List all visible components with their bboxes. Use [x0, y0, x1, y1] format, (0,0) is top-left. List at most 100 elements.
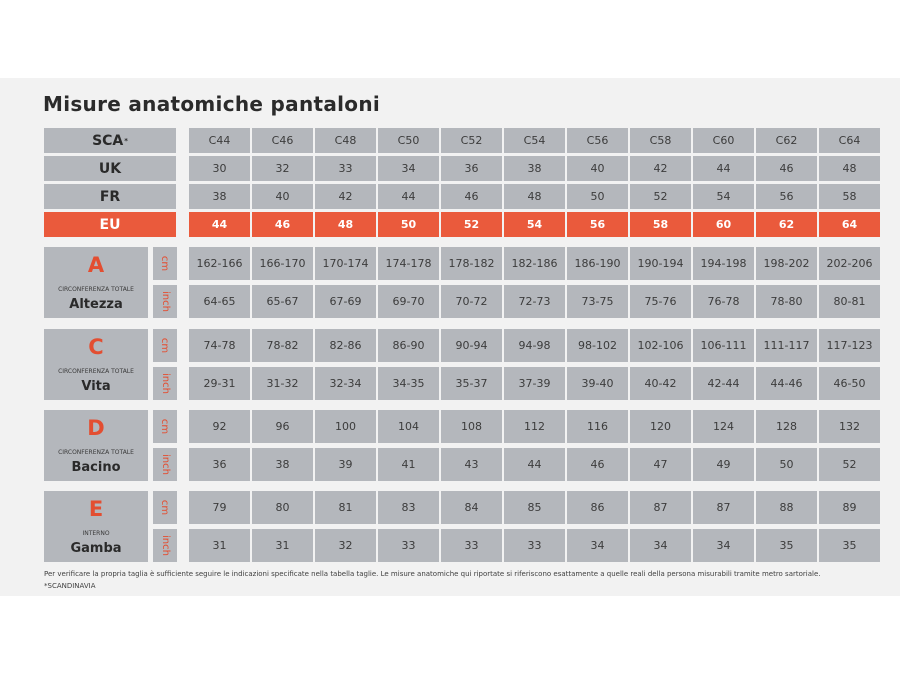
measure-cell: 132 — [819, 410, 880, 443]
size-cell: C52 — [441, 128, 502, 153]
size-cell: 44 — [189, 212, 250, 237]
size-cell: C46 — [252, 128, 313, 153]
measure-cell: 94-98 — [504, 329, 565, 362]
measure-cell: 42-44 — [693, 367, 754, 400]
size-cell: C64 — [819, 128, 880, 153]
size-cell: 30 — [189, 156, 250, 181]
size-label-fr: FR — [44, 184, 176, 209]
footnote-scandinavia: *SCANDINAVIA — [44, 582, 96, 590]
measure-letter: D — [87, 416, 105, 440]
measure-cell: 43 — [441, 448, 502, 481]
page-title: Misure anatomiche pantaloni — [43, 92, 381, 116]
measure-label-vita: C CIRCONFERENZA TOTALE Vita — [44, 329, 148, 400]
size-cell: 34 — [378, 156, 439, 181]
size-cell: 60 — [693, 212, 754, 237]
measure-cell: 104 — [378, 410, 439, 443]
unit-label: cm — [159, 418, 171, 435]
measure-name: Altezza — [69, 297, 123, 312]
measure-cell: 80-81 — [819, 285, 880, 318]
measure-cell: 88 — [756, 491, 817, 524]
measure-cell: 120 — [630, 410, 691, 443]
measure-cell: 70-72 — [441, 285, 502, 318]
measure-cell: 92 — [189, 410, 250, 443]
measure-letter: A — [87, 253, 105, 277]
measure-label-altezza: A CIRCONFERENZA TOTALE Altezza — [44, 247, 148, 318]
measure-cell: 124 — [693, 410, 754, 443]
size-cell: 38 — [504, 156, 565, 181]
size-cell: C50 — [378, 128, 439, 153]
size-cell: 40 — [252, 184, 313, 209]
measure-cell: 34 — [630, 529, 691, 562]
measure-cell: 79 — [189, 491, 250, 524]
size-label-sca: SCA * — [44, 128, 176, 153]
measure-cell: 67-69 — [315, 285, 376, 318]
size-cell: 58 — [630, 212, 691, 237]
measure-cell: 162-166 — [189, 247, 250, 280]
size-cell: 40 — [567, 156, 628, 181]
measure-cell: 64-65 — [189, 285, 250, 318]
unit-label: inch — [159, 535, 171, 556]
measure-cell: 52 — [819, 448, 880, 481]
measure-cell: 50 — [756, 448, 817, 481]
measure-cell: 37-39 — [504, 367, 565, 400]
measure-cell: 32-34 — [315, 367, 376, 400]
size-label-eu: EU — [44, 212, 176, 237]
size-cell: 64 — [819, 212, 880, 237]
unit-inch: inch — [153, 529, 177, 562]
measure-name: Vita — [81, 379, 111, 394]
size-cell: 44 — [693, 156, 754, 181]
measure-cell: 78-80 — [756, 285, 817, 318]
measure-cell: 89 — [819, 491, 880, 524]
size-cell: 62 — [756, 212, 817, 237]
size-cell: 46 — [441, 184, 502, 209]
measure-cell: 40-42 — [630, 367, 691, 400]
measure-letter: C — [88, 335, 104, 359]
measure-cell: 81 — [315, 491, 376, 524]
measure-cell: 106-111 — [693, 329, 754, 362]
measure-cell: 78-82 — [252, 329, 313, 362]
unit-cm: cm — [153, 329, 177, 362]
measure-cell: 34 — [693, 529, 754, 562]
size-label-footnote-mark: * — [124, 136, 128, 145]
measure-cell: 85 — [504, 491, 565, 524]
size-cell: C44 — [189, 128, 250, 153]
measure-name: Gamba — [70, 541, 122, 556]
measure-cell: 102-106 — [630, 329, 691, 362]
size-cell: 44 — [378, 184, 439, 209]
measure-cell: 41 — [378, 448, 439, 481]
measure-cell: 100 — [315, 410, 376, 443]
measure-cell: 112 — [504, 410, 565, 443]
size-cell: 50 — [567, 184, 628, 209]
measure-cell: 108 — [441, 410, 502, 443]
measure-label-bacino: D CIRCONFERENZA TOTALE Bacino — [44, 410, 148, 481]
measure-cell: 178-182 — [441, 247, 502, 280]
measure-cell: 86 — [567, 491, 628, 524]
size-cell: 48 — [819, 156, 880, 181]
measure-category: CIRCONFERENZA TOTALE — [58, 286, 134, 293]
measure-cell: 190-194 — [630, 247, 691, 280]
measure-cell: 39-40 — [567, 367, 628, 400]
unit-inch: inch — [153, 448, 177, 481]
measure-cell: 87 — [630, 491, 691, 524]
measure-cell: 46 — [567, 448, 628, 481]
measure-category: CIRCONFERENZA TOTALE — [58, 449, 134, 456]
size-cell: 48 — [315, 212, 376, 237]
size-cell: 56 — [756, 184, 817, 209]
measure-cell: 116 — [567, 410, 628, 443]
size-cell: 33 — [315, 156, 376, 181]
measure-cell: 74-78 — [189, 329, 250, 362]
measure-cell: 128 — [756, 410, 817, 443]
measure-cell: 29-31 — [189, 367, 250, 400]
measure-name: Bacino — [71, 460, 121, 475]
unit-label: inch — [159, 454, 171, 475]
unit-label: inch — [159, 291, 171, 312]
measure-cell: 35 — [756, 529, 817, 562]
unit-cm: cm — [153, 247, 177, 280]
measure-cell: 90-94 — [441, 329, 502, 362]
measure-letter: E — [88, 497, 104, 521]
measure-cell: 80 — [252, 491, 313, 524]
measure-cell: 111-117 — [756, 329, 817, 362]
measure-cell: 32 — [315, 529, 376, 562]
measure-cell: 117-123 — [819, 329, 880, 362]
size-cell: 32 — [252, 156, 313, 181]
